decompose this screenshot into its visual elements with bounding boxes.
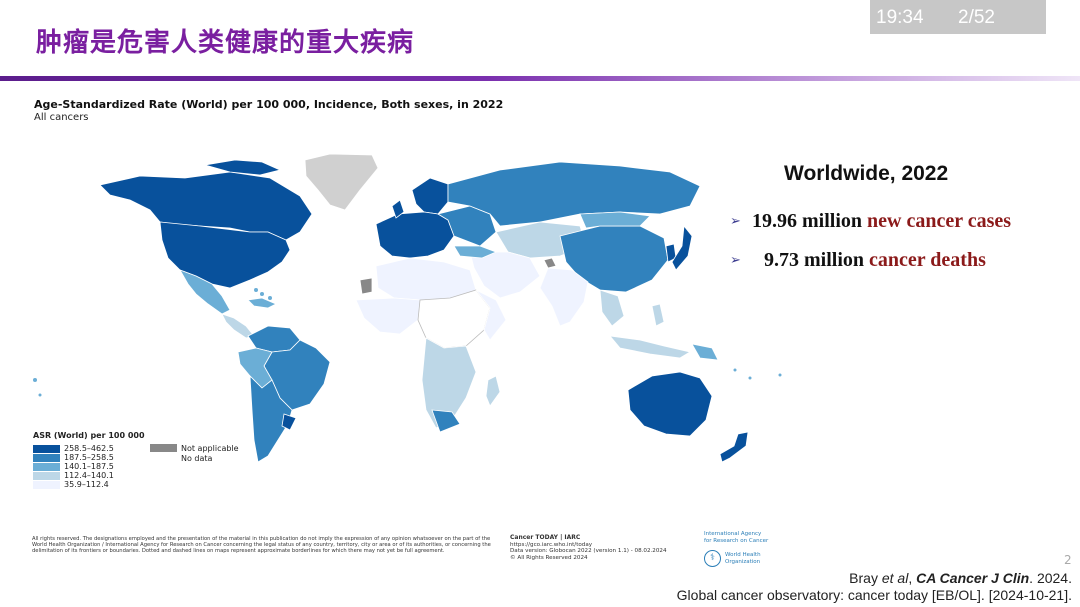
source-rights: © All Rights Reserved 2024 bbox=[510, 554, 588, 561]
region-mexico bbox=[179, 269, 231, 315]
map-legend: ASR (World) per 100 000 258.5–462.5 187.… bbox=[33, 431, 145, 489]
fact-highlight: new cancer cases bbox=[867, 210, 1012, 232]
legend-title: ASR (World) per 100 000 bbox=[33, 431, 145, 440]
citation-line-2: Global cancer observatory: cancer today … bbox=[676, 587, 1072, 603]
region-argentina-chile bbox=[249, 374, 293, 463]
region-west-africa bbox=[355, 297, 421, 335]
fact-highlight: cancer deaths bbox=[869, 249, 986, 271]
region-western-sahara bbox=[359, 277, 373, 295]
region-usa bbox=[159, 221, 291, 289]
region-new-zealand bbox=[719, 431, 749, 463]
status-box: 19:34 2/52 bbox=[870, 0, 1046, 34]
region-caribbean bbox=[247, 297, 277, 309]
legend-row: 140.1–187.5 bbox=[33, 462, 145, 471]
region-se-asia bbox=[599, 289, 625, 327]
legend-row: 35.9–112.4 bbox=[33, 480, 145, 489]
arrow-icon: ➢ bbox=[730, 253, 741, 268]
region-india bbox=[539, 267, 589, 327]
region-kashmir bbox=[543, 257, 557, 269]
legend-extra: Not applicable No data bbox=[150, 443, 239, 463]
region-russia bbox=[447, 161, 701, 227]
map-source: Cancer TODAY | IARC https://gco.iarc.who… bbox=[510, 534, 667, 561]
fact-number: 9.73 million bbox=[764, 249, 865, 271]
arrow-icon: ➢ bbox=[730, 214, 741, 229]
region-turkey bbox=[453, 245, 498, 259]
source-title: Cancer TODAY | IARC bbox=[510, 534, 581, 541]
map-title: Age-Standardized Rate (World) per 100 00… bbox=[34, 98, 504, 111]
who-emblem-icon: ⚕ bbox=[704, 550, 721, 567]
region-europe-west bbox=[375, 211, 455, 259]
citation-line-1: Bray et al, CA Cancer J Clin. 2024. bbox=[849, 570, 1072, 586]
region-central-africa bbox=[417, 289, 491, 349]
region-mongolia bbox=[579, 211, 651, 229]
region-south-africa bbox=[421, 337, 477, 429]
title-divider bbox=[0, 76, 1080, 81]
iarc-logo: International Agency for Research on Canc… bbox=[704, 531, 769, 544]
region-middle-east bbox=[469, 251, 541, 299]
region-north-africa bbox=[375, 257, 477, 301]
fact-number: 19.96 million bbox=[752, 210, 863, 232]
legend-row: 258.5–462.5 bbox=[33, 444, 145, 453]
legend-row: 187.5–258.5 bbox=[33, 453, 145, 462]
region-australia bbox=[627, 371, 713, 437]
source-url: https://gco.iarc.who.int/today bbox=[510, 541, 593, 548]
region-east-africa bbox=[475, 289, 507, 341]
map-subtitle: All cancers bbox=[34, 112, 89, 123]
legend-row: 112.4–140.1 bbox=[33, 471, 145, 480]
legend-row: Not applicable bbox=[150, 443, 239, 453]
slide-title: 肿瘤是危害人类健康的重大疾病 bbox=[36, 28, 415, 58]
map-disclaimer: All rights reserved. The designations em… bbox=[32, 536, 491, 554]
page-number: 2 bbox=[1064, 553, 1072, 567]
region-madagascar bbox=[485, 375, 501, 407]
region-central-america bbox=[221, 313, 255, 339]
who-logo: ⚕ World Health Organization bbox=[704, 550, 761, 567]
region-png bbox=[691, 343, 719, 361]
region-scandinavia bbox=[411, 177, 449, 215]
page-counter: 2/52 bbox=[958, 7, 995, 28]
region-philippines bbox=[651, 303, 665, 327]
region-indonesia bbox=[609, 335, 692, 359]
clock-time: 19:34 bbox=[876, 7, 924, 28]
facts-heading: Worldwide, 2022 bbox=[784, 162, 949, 185]
region-south-africa-tip bbox=[431, 409, 461, 433]
region-uruguay bbox=[281, 413, 297, 431]
region-greenland bbox=[304, 153, 379, 211]
source-version: Data version: Globocan 2022 (version 1.1… bbox=[510, 548, 667, 554]
fact-deaths: 9.73 million cancer deaths bbox=[764, 249, 986, 272]
fact-new-cases: 19.96 million new cancer cases bbox=[752, 210, 1011, 233]
region-uk bbox=[391, 199, 405, 219]
legend-row: No data bbox=[150, 453, 239, 463]
region-canada-islands bbox=[204, 159, 282, 176]
region-japan bbox=[671, 224, 693, 271]
